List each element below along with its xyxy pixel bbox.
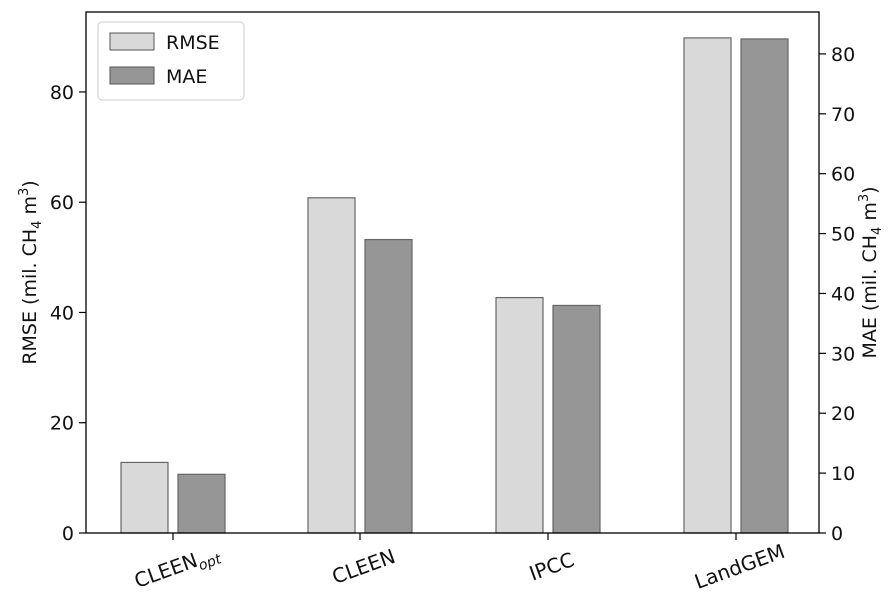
legend-label-mae: MAE xyxy=(166,66,207,88)
right-tick-label: 60 xyxy=(831,164,855,186)
bar-rmse-landgem xyxy=(683,37,732,534)
x-tick-label: CLEENopt xyxy=(131,540,224,597)
axis-title-part: RMSE (mil. CH xyxy=(19,229,41,365)
right-axis: 0 10 20 30 40 50 60 70 80 MAE (mil. CH4 m3) xyxy=(819,44,885,545)
axis-title-part: ) xyxy=(859,186,881,193)
legend-swatch-rmse xyxy=(109,32,155,51)
right-tick-label: 50 xyxy=(831,224,855,246)
axis-title-part: m xyxy=(19,196,41,221)
axis-title-part: 3 xyxy=(857,194,872,202)
right-tick-label: 20 xyxy=(831,403,855,425)
right-tick-label: 10 xyxy=(831,463,855,485)
plot-frame xyxy=(85,11,820,534)
right-tick-label: 80 xyxy=(831,44,855,66)
left-tick-label: 80 xyxy=(50,82,74,104)
axis-title-part: 4 xyxy=(30,221,45,229)
left-tick-label: 0 xyxy=(62,523,74,545)
right-tick-label: 40 xyxy=(831,283,855,305)
x-tick-label-sub: opt xyxy=(197,551,225,574)
bar-mae-ipcc xyxy=(552,304,601,534)
axis-title-part: ) xyxy=(19,180,41,187)
x-tick-label-base: LandGEM xyxy=(691,539,788,594)
x-tick-label-base: IPCC xyxy=(526,547,577,585)
right-tick-label: 70 xyxy=(831,104,855,126)
axis-title-part: MAE (mil. CH xyxy=(859,235,881,359)
right-tick-label: 0 xyxy=(831,523,843,545)
left-tick-label: 40 xyxy=(50,302,74,324)
bar-mae-landgem xyxy=(740,38,789,534)
axis-title-part: 3 xyxy=(17,188,32,196)
x-axis: CLEENopt CLEEN IPCC LandGEM xyxy=(131,533,788,597)
x-tick-label-base: CLEEN xyxy=(131,548,201,593)
bar-mae-cleenopt xyxy=(177,473,226,534)
left-tick-label: 20 xyxy=(50,413,74,435)
x-tick-label: CLEEN xyxy=(329,544,399,589)
left-axis-title: RMSE (mil. CH4 m3) xyxy=(17,180,45,364)
legend-swatch-mae xyxy=(109,66,155,85)
x-tick-label-base: CLEEN xyxy=(329,544,399,589)
bar-rmse-cleen xyxy=(307,197,356,534)
x-tick-label: LandGEM xyxy=(691,539,788,594)
axis-title-part: 4 xyxy=(870,227,885,235)
bar-rmse-cleenopt xyxy=(120,461,169,534)
right-axis-title: MAE (mil. CH4 m3) xyxy=(857,186,885,358)
x-tick-label: IPCC xyxy=(526,547,577,585)
bar-mae-cleen xyxy=(364,238,413,534)
right-tick-label: 30 xyxy=(831,343,855,365)
bar-rmse-ipcc xyxy=(495,296,544,534)
left-axis: 0 20 40 60 80 RMSE (mil. CH4 m3) xyxy=(17,82,86,545)
left-tick-label: 60 xyxy=(50,192,74,214)
legend-label-rmse: RMSE xyxy=(166,32,220,54)
legend: RMSE MAE xyxy=(97,21,245,101)
axis-title-part: m xyxy=(859,202,881,227)
bars-layer xyxy=(120,37,789,534)
